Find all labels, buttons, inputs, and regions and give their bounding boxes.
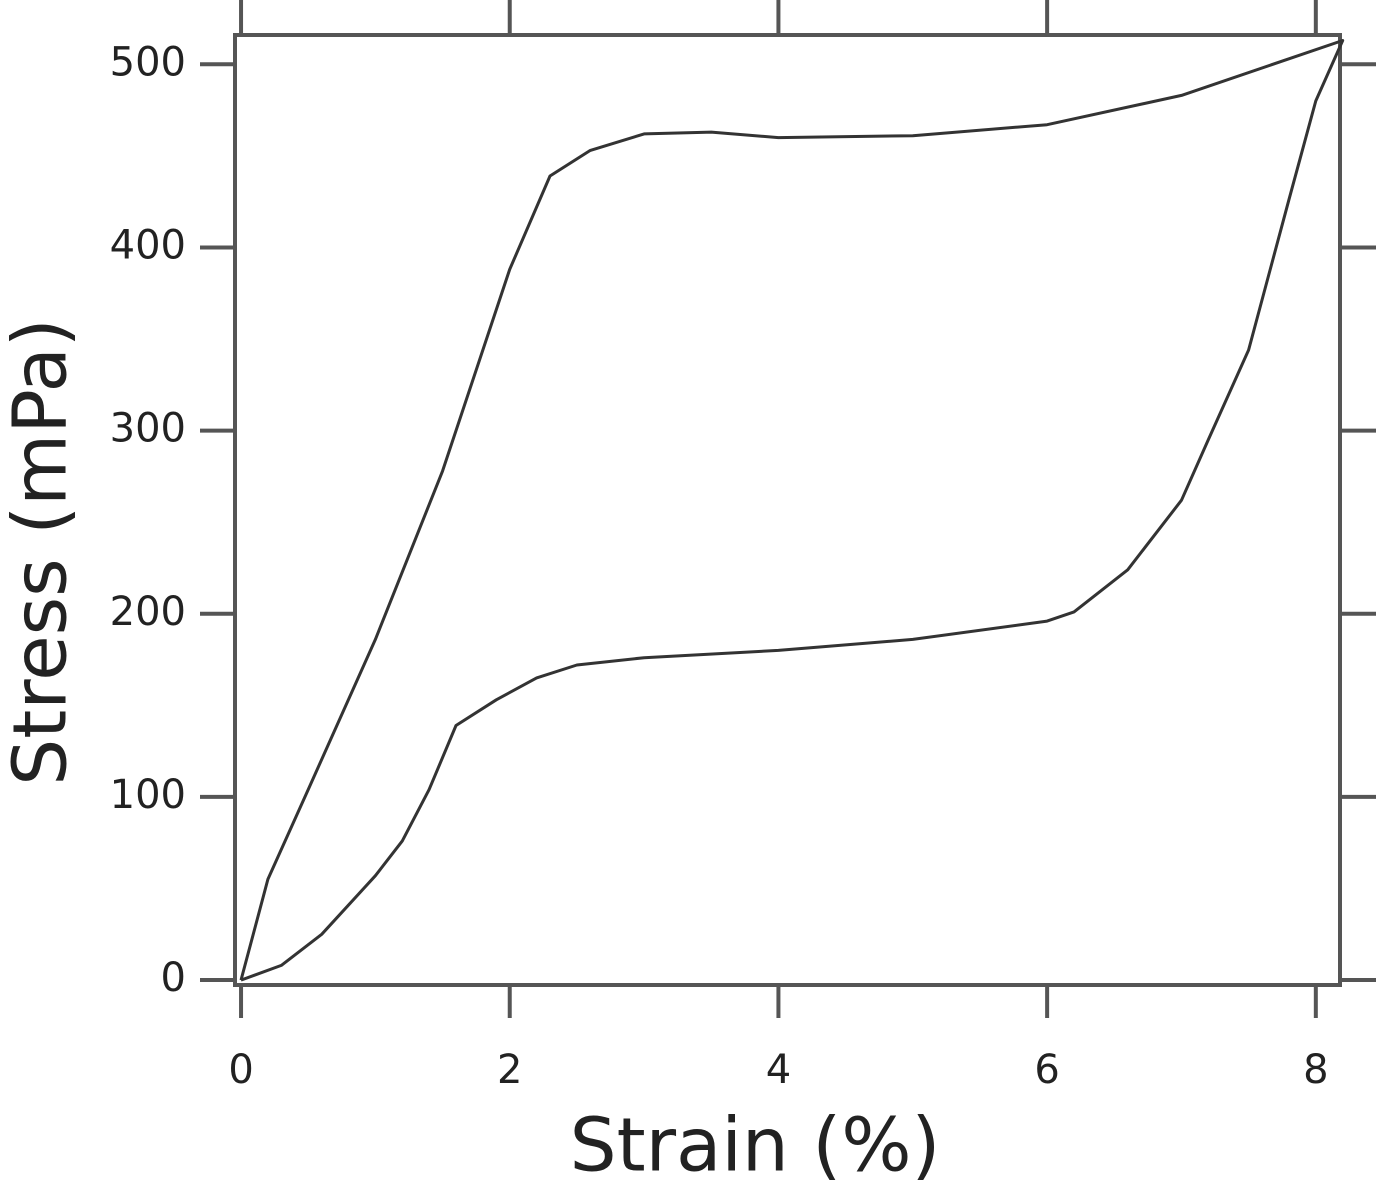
- x-tick-label: 0: [228, 1047, 253, 1093]
- y-tick-label: 200: [110, 589, 186, 635]
- y-axis-title: Stress (mPa): [0, 318, 84, 785]
- x-tick-label: 8: [1303, 1047, 1328, 1093]
- plot-frame: [233, 33, 1342, 987]
- x-tick-label: 6: [1034, 1047, 1059, 1093]
- x-axis-title: Strain (%): [570, 1103, 941, 1189]
- y-tick-label: 500: [110, 39, 186, 85]
- data-line: [239, 39, 1345, 982]
- y-tick-label: 400: [110, 222, 186, 268]
- y-tick-label: 0: [161, 955, 186, 1001]
- y-tick-label: 300: [110, 406, 186, 452]
- x-tick-label: 2: [497, 1047, 522, 1093]
- y-tick-label: 100: [110, 772, 186, 818]
- x-tick-label: 4: [766, 1047, 791, 1093]
